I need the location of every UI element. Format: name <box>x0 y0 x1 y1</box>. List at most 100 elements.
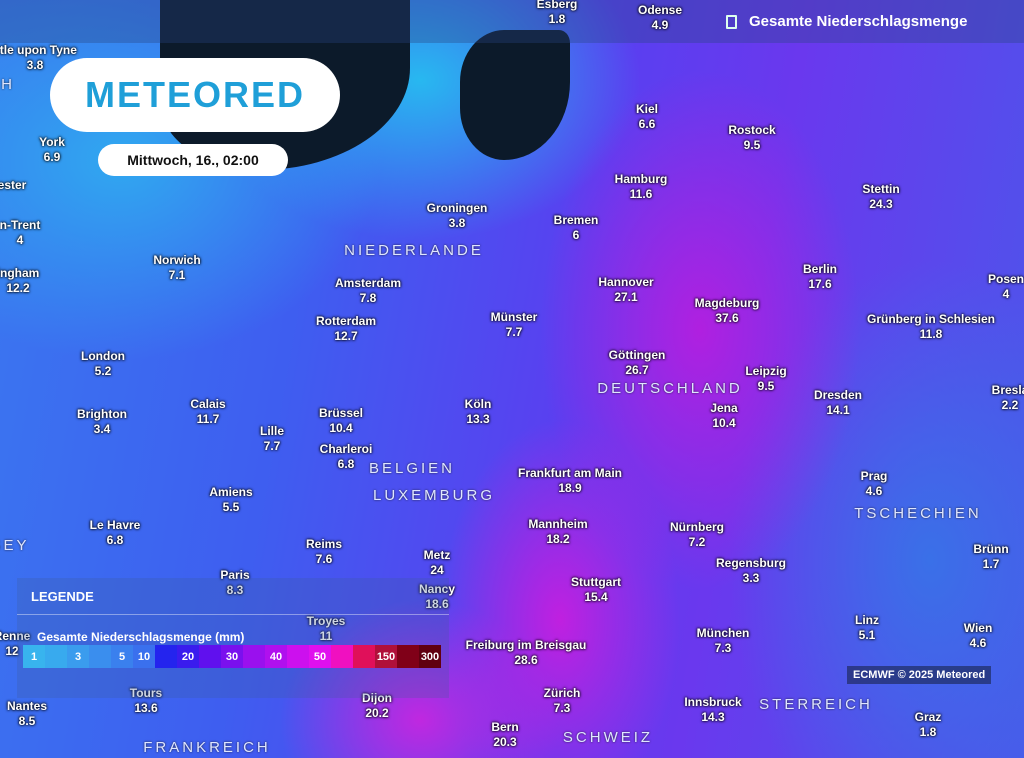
city-label[interactable]: Göttingen 26.7 <box>609 348 666 378</box>
city-label[interactable]: ingham 12.2 <box>0 266 39 296</box>
city-label[interactable]: Reims 7.6 <box>306 537 342 567</box>
forecast-time[interactable]: Mittwoch, 16., 02:00 <box>98 144 288 176</box>
city-value: 28.6 <box>514 653 538 667</box>
city-name: Nancy <box>418 582 456 596</box>
city-label[interactable]: Nürnberg 7.2 <box>670 520 724 550</box>
city-label[interactable]: Esberg 1.8 <box>537 0 578 27</box>
city-label[interactable]: Graz 1.8 <box>915 710 942 740</box>
scale-step: 10 <box>133 645 155 668</box>
city-label[interactable]: Dresden 14.1 <box>814 388 862 418</box>
city-label[interactable]: Paris 8.3 <box>220 568 249 598</box>
city-label[interactable]: Jena 10.4 <box>710 401 737 431</box>
legend-subtitle: Gesamte Niederschlagsmenge (mm) <box>37 630 245 644</box>
scale-step: 40 <box>265 645 287 668</box>
scale-step: 300 <box>419 645 441 668</box>
city-label[interactable]: Troyes 11 <box>307 614 346 644</box>
city-label[interactable]: Magdeburg 37.6 <box>695 296 760 326</box>
city-name: Prag <box>860 469 888 483</box>
city-label[interactable]: Zürich 7.3 <box>544 686 581 716</box>
city-name: Göttingen <box>608 348 666 362</box>
city-value: 4.6 <box>865 484 883 498</box>
scale-step <box>45 645 67 668</box>
city-name: Hannover <box>598 275 654 289</box>
city-label[interactable]: Münster 7.7 <box>491 310 538 340</box>
city-value: 3.4 <box>93 422 111 436</box>
city-label[interactable]: Stuttgart 15.4 <box>571 575 621 605</box>
city-label[interactable]: Charleroi 6.8 <box>320 442 373 472</box>
city-label[interactable]: Metz 24 <box>424 548 451 578</box>
city-label[interactable]: Amiens 5.5 <box>209 485 252 515</box>
city-label[interactable]: Dijon 20.2 <box>362 691 392 721</box>
city-label[interactable]: Hamburg 11.6 <box>615 172 668 202</box>
city-label[interactable]: Tours 13.6 <box>130 686 162 716</box>
city-value: 4 <box>16 233 24 247</box>
city-label[interactable]: Berlin 17.6 <box>803 262 837 292</box>
city-label[interactable]: York 6.9 <box>39 135 65 165</box>
city-name: Norwich <box>153 253 201 267</box>
city-label[interactable]: Köln 13.3 <box>465 397 492 427</box>
city-label[interactable]: Nancy 18.6 <box>419 582 455 612</box>
city-label[interactable]: Le Havre 6.8 <box>90 518 141 548</box>
city-value: 14.3 <box>701 710 725 724</box>
city-value: 24.3 <box>869 197 893 211</box>
city-label[interactable]: stle upon Tyne 3.8 <box>0 43 77 73</box>
scale-step: 3 <box>67 645 89 668</box>
city-name: Metz <box>423 548 451 562</box>
city-value: 4.6 <box>969 636 987 650</box>
city-label[interactable]: Renne12 <box>0 629 30 659</box>
city-label[interactable]: Leipzig 9.5 <box>745 364 786 394</box>
city-name: Nantes <box>6 699 48 713</box>
city-label[interactable]: Prag 4.6 <box>861 469 888 499</box>
city-label[interactable]: Wien 4.6 <box>964 621 993 651</box>
meteored-logo[interactable]: METEORED <box>50 58 340 132</box>
city-label[interactable]: ester <box>0 178 26 193</box>
city-name: Le Havre <box>89 518 141 532</box>
city-value: 9.5 <box>743 138 761 152</box>
city-label[interactable]: Amsterdam 7.8 <box>335 276 401 306</box>
city-value: 18.2 <box>546 532 570 546</box>
city-value: 7.8 <box>359 291 377 305</box>
city-value: 8.5 <box>18 714 36 728</box>
denmark-dark <box>460 30 570 160</box>
city-label[interactable]: Mannheim 18.2 <box>528 517 587 547</box>
city-label[interactable]: Freiburg im Breisgau 28.6 <box>466 638 587 668</box>
country-label: H <box>1 76 15 93</box>
city-label[interactable]: Norwich 7.1 <box>153 253 200 283</box>
city-name: Dijon <box>362 691 392 705</box>
city-label[interactable]: Nantes 8.5 <box>7 699 47 729</box>
city-label[interactable]: Bern 20.3 <box>491 720 518 750</box>
city-label[interactable]: Linz 5.1 <box>855 613 879 643</box>
city-value: 27.1 <box>614 290 638 304</box>
city-name: Zürich <box>543 686 581 700</box>
city-label[interactable]: n-Trent 4 <box>0 218 40 248</box>
city-label[interactable]: Calais 11.7 <box>190 397 225 427</box>
city-label[interactable]: Lille 7.7 <box>260 424 284 454</box>
city-label[interactable]: Grünberg in Schlesien 11.8 <box>867 312 995 342</box>
city-value: 7.7 <box>505 325 523 339</box>
city-label[interactable]: Stettin 24.3 <box>862 182 899 212</box>
city-label[interactable]: Rotterdam 12.7 <box>316 314 376 344</box>
city-name: Troyes <box>306 614 346 628</box>
city-label[interactable]: Brighton 3.4 <box>77 407 127 437</box>
city-value: 24 <box>430 563 444 577</box>
city-value: 2.2 <box>1001 398 1019 412</box>
city-label[interactable]: Regensburg 3.3 <box>716 556 786 586</box>
city-label[interactable]: Bresla2.2 <box>992 383 1024 413</box>
city-label[interactable]: Frankfurt am Main 18.9 <box>518 466 622 496</box>
city-label[interactable]: Bremen 6 <box>554 213 599 243</box>
city-value: 7.3 <box>714 641 732 655</box>
city-label[interactable]: Posen 4 <box>988 272 1024 302</box>
country-label: DEUTSCHLAND <box>597 380 743 397</box>
city-name: Freiburg im Breisgau <box>465 638 587 652</box>
city-label[interactable]: London 5.2 <box>81 349 125 379</box>
city-label[interactable]: Brüssel 10.4 <box>319 406 363 436</box>
city-label[interactable]: Brünn 1.7 <box>973 542 1008 572</box>
city-label[interactable]: Groningen 3.8 <box>427 201 488 231</box>
city-label[interactable]: Rostock 9.5 <box>728 123 775 153</box>
city-label[interactable]: München 7.3 <box>697 626 750 656</box>
city-label[interactable]: Odense 4.9 <box>638 3 682 33</box>
city-label[interactable]: Kiel 6.6 <box>636 102 658 132</box>
city-label[interactable]: Innsbruck 14.3 <box>684 695 741 725</box>
city-label[interactable]: Hannover 27.1 <box>598 275 653 305</box>
